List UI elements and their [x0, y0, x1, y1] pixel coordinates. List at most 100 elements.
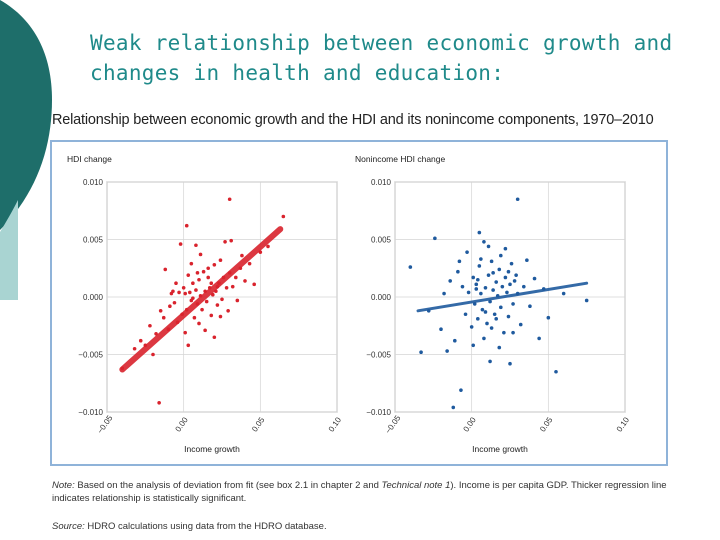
data-point	[488, 359, 492, 364]
decorative-teal-shapes	[0, 0, 52, 300]
figure-note: Note: Based on the analysis of deviation…	[52, 479, 672, 505]
data-point	[485, 321, 489, 326]
data-point	[505, 290, 509, 295]
data-point	[494, 280, 499, 284]
y-axis-title: Nonincome HDI change	[355, 154, 446, 164]
data-point	[172, 300, 177, 305]
data-point	[132, 346, 137, 351]
data-point	[469, 325, 474, 329]
light-teal-shape	[0, 200, 18, 300]
data-point	[479, 291, 483, 296]
data-point	[479, 257, 483, 261]
data-point	[511, 330, 515, 335]
data-point	[476, 277, 480, 282]
data-point	[451, 405, 456, 410]
data-point	[486, 273, 491, 277]
data-point	[584, 298, 589, 303]
data-point	[220, 297, 224, 302]
data-point	[509, 261, 514, 266]
data-point	[488, 299, 492, 304]
data-point	[252, 282, 256, 287]
data-point	[511, 302, 515, 306]
data-point	[212, 263, 217, 267]
note-text-3: indicates relationship is statistically …	[52, 493, 247, 504]
data-point	[151, 352, 155, 357]
data-point	[161, 315, 166, 320]
x-tick-label: 0.00	[173, 415, 190, 433]
x-tick-label: 0.00	[461, 415, 478, 433]
data-point	[224, 286, 229, 290]
data-point	[174, 281, 178, 285]
data-point	[194, 243, 198, 248]
data-point	[476, 317, 480, 321]
data-point	[178, 242, 183, 246]
data-point	[439, 327, 443, 331]
data-point	[234, 275, 238, 280]
data-point	[177, 290, 181, 295]
slide-title: Weak relationship between economic growt…	[90, 28, 700, 88]
data-point	[191, 281, 195, 285]
data-point	[266, 244, 270, 249]
data-point	[209, 281, 214, 285]
data-point	[506, 269, 511, 274]
data-point	[518, 322, 523, 327]
data-point	[514, 273, 518, 277]
data-point	[226, 309, 230, 313]
regression-line	[416, 281, 589, 313]
data-point	[194, 288, 198, 292]
teal-arc-shape	[0, 0, 52, 230]
data-point	[512, 279, 517, 283]
data-point	[477, 230, 482, 235]
data-point	[235, 298, 240, 303]
y-tick-label: −0.005	[366, 351, 391, 360]
data-point	[442, 291, 446, 296]
data-point	[489, 326, 494, 330]
data-point	[191, 296, 195, 300]
data-point	[499, 253, 503, 258]
figure-source: Source: HDRO calculations using data fro…	[52, 520, 672, 533]
data-point	[497, 267, 502, 272]
data-point	[494, 317, 499, 321]
data-point	[218, 314, 223, 319]
data-point	[482, 240, 486, 244]
slide-title-line-1: Weak relationship between economic growt…	[90, 31, 673, 55]
data-point	[508, 282, 512, 287]
data-point	[491, 271, 495, 275]
data-point	[554, 369, 558, 374]
data-point	[537, 336, 541, 341]
data-point	[515, 197, 520, 202]
data-point	[186, 273, 191, 277]
y-tick-label: −0.005	[78, 351, 103, 360]
data-point	[212, 335, 217, 340]
x-axis-title: Income growth	[472, 444, 528, 454]
y-tick-label: −0.010	[366, 408, 391, 417]
data-point	[480, 307, 485, 312]
y-tick-label: 0.010	[83, 178, 104, 187]
data-point	[506, 314, 511, 319]
data-point	[483, 310, 488, 314]
data-point	[433, 236, 437, 241]
y-tick-label: 0.005	[83, 236, 104, 245]
data-point	[502, 330, 506, 335]
data-point	[448, 279, 453, 283]
data-point	[209, 313, 214, 318]
note-italic: Technical note 1	[381, 480, 451, 491]
note-text-2: ). Income is per capita GDP. Thicker reg…	[450, 480, 667, 491]
y-tick-label: 0.000	[83, 293, 104, 302]
data-point	[408, 265, 413, 269]
data-point	[459, 388, 463, 392]
y-tick-label: 0.010	[371, 178, 392, 187]
data-point	[148, 323, 152, 328]
data-point	[474, 287, 479, 291]
data-point	[157, 401, 161, 405]
x-tick-label: 0.05	[538, 415, 555, 433]
x-axis-title: Income growth	[184, 444, 240, 454]
data-point	[197, 321, 201, 326]
data-point	[466, 290, 471, 295]
data-point	[457, 259, 462, 264]
data-point	[471, 275, 476, 280]
data-point	[460, 284, 465, 289]
data-point	[503, 246, 508, 251]
